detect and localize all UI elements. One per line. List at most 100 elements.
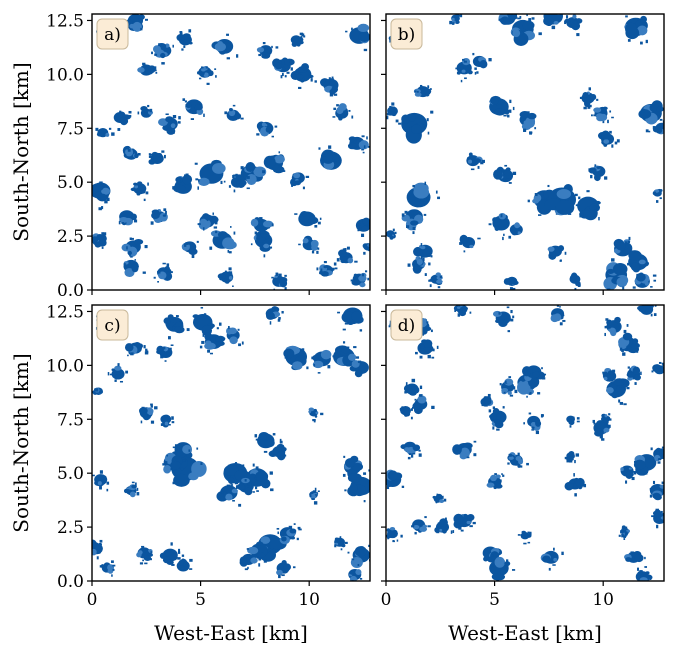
cloud-blob <box>579 87 599 110</box>
cloud-fragment <box>228 115 237 121</box>
cloud-fragment <box>358 140 369 150</box>
cloud-speck <box>653 279 657 282</box>
cloud-blob <box>624 15 648 45</box>
cloud-fragment <box>247 546 259 555</box>
cloud-speck <box>297 526 301 530</box>
cloud-speck <box>127 354 129 357</box>
cloud-speck <box>623 334 626 338</box>
cloud-fragment <box>659 189 663 192</box>
cloud-speck <box>202 227 205 231</box>
cloud-speck <box>203 313 207 317</box>
cloud-blob <box>386 527 403 543</box>
cloud-speck <box>427 354 431 359</box>
cloud-speck <box>559 322 563 326</box>
cloud-fragment <box>632 366 641 375</box>
cloud-speck <box>147 104 150 108</box>
cloud-speck <box>171 563 175 566</box>
cloud-blob <box>517 530 532 545</box>
cloud-speck <box>252 463 255 467</box>
cloud-fragment <box>570 274 577 281</box>
cloud-fragment <box>250 218 259 227</box>
cloud-speck <box>342 341 346 344</box>
cloud-speck <box>263 450 268 453</box>
cloud-speck <box>635 468 638 471</box>
cloud-fragment <box>334 537 339 541</box>
cloud-speck <box>488 409 492 413</box>
cloud-speck <box>309 495 312 498</box>
cloud-speck <box>526 111 530 115</box>
cloud-speck <box>564 251 567 255</box>
cloud-speck <box>351 27 353 31</box>
cloud-blob <box>92 387 103 395</box>
cloud-speck <box>227 325 230 330</box>
cloud-speck <box>519 119 522 121</box>
cloud-speck <box>374 35 377 37</box>
cloud-speck <box>460 303 462 305</box>
cloud-fragment <box>660 366 664 369</box>
y-tick-label: 0.0 <box>57 572 84 592</box>
cloud-speck <box>527 531 530 534</box>
cloud-speck <box>173 452 177 456</box>
cloud-fragment <box>228 275 233 280</box>
cloud-speck <box>424 516 427 519</box>
cloud-fragment <box>626 372 635 378</box>
cloud-speck <box>568 213 572 215</box>
cloud-speck <box>391 102 395 106</box>
cloud-speck <box>655 508 659 511</box>
cloud-speck <box>213 226 218 229</box>
cloud-speck <box>583 483 587 488</box>
cloud-speck <box>420 256 423 259</box>
cloud-speck <box>512 287 516 290</box>
cloud-speck <box>168 336 171 340</box>
cloud-fragment <box>99 388 103 392</box>
cloud-speck <box>170 271 173 274</box>
cloud-blob <box>550 305 566 326</box>
cloud-fragment <box>320 78 330 87</box>
cloud-speck <box>514 389 518 394</box>
cloud-fragment <box>219 277 223 281</box>
cloud-speck <box>602 120 605 124</box>
cloud-fragment <box>353 273 358 278</box>
cloud-speck <box>392 228 395 232</box>
cloud-speck <box>649 577 652 580</box>
cloud-speck <box>185 104 188 107</box>
cloud-fragment <box>530 422 537 427</box>
cloud-speck <box>344 541 348 544</box>
cloud-fragment <box>467 70 473 75</box>
cloud-speck <box>259 217 263 220</box>
cloud-speck <box>220 491 224 494</box>
cloud-speck <box>212 212 214 215</box>
cloud-blob <box>386 228 397 240</box>
cloud-blob <box>428 272 443 289</box>
cloud-blob <box>92 470 110 492</box>
cloud-speck <box>92 474 95 477</box>
cloud-fragment <box>227 476 235 485</box>
cloud-fragment <box>313 408 317 413</box>
cloud-speck <box>292 566 296 569</box>
x-tick-label: 0 <box>87 590 98 610</box>
cloud-blob <box>455 57 477 83</box>
cloud-speck <box>601 438 605 441</box>
cloud-speck <box>336 258 340 262</box>
cloud-speck <box>509 394 514 397</box>
cloud-speck <box>630 551 634 554</box>
cloud-fragment <box>101 187 111 195</box>
cloud-speck <box>460 79 463 83</box>
cloud-fragment <box>136 552 142 558</box>
cloud-fragment <box>490 474 497 482</box>
cloud-speck <box>244 479 247 482</box>
cloud-speck <box>366 136 368 140</box>
cloud-speck <box>520 465 523 468</box>
cloud-speck <box>419 84 423 89</box>
cloud-blob <box>199 332 226 355</box>
cloud-speck <box>270 155 274 160</box>
cloud-fragment <box>192 314 199 319</box>
cloud-fragment <box>601 130 611 140</box>
cloud-fragment <box>356 223 362 226</box>
cloud-fragment <box>638 259 646 265</box>
cloud-speck <box>166 454 168 457</box>
cloud-speck <box>252 491 255 493</box>
cloud-speck <box>169 347 172 350</box>
cloud-speck <box>223 180 226 183</box>
cloud-speck <box>305 175 310 178</box>
